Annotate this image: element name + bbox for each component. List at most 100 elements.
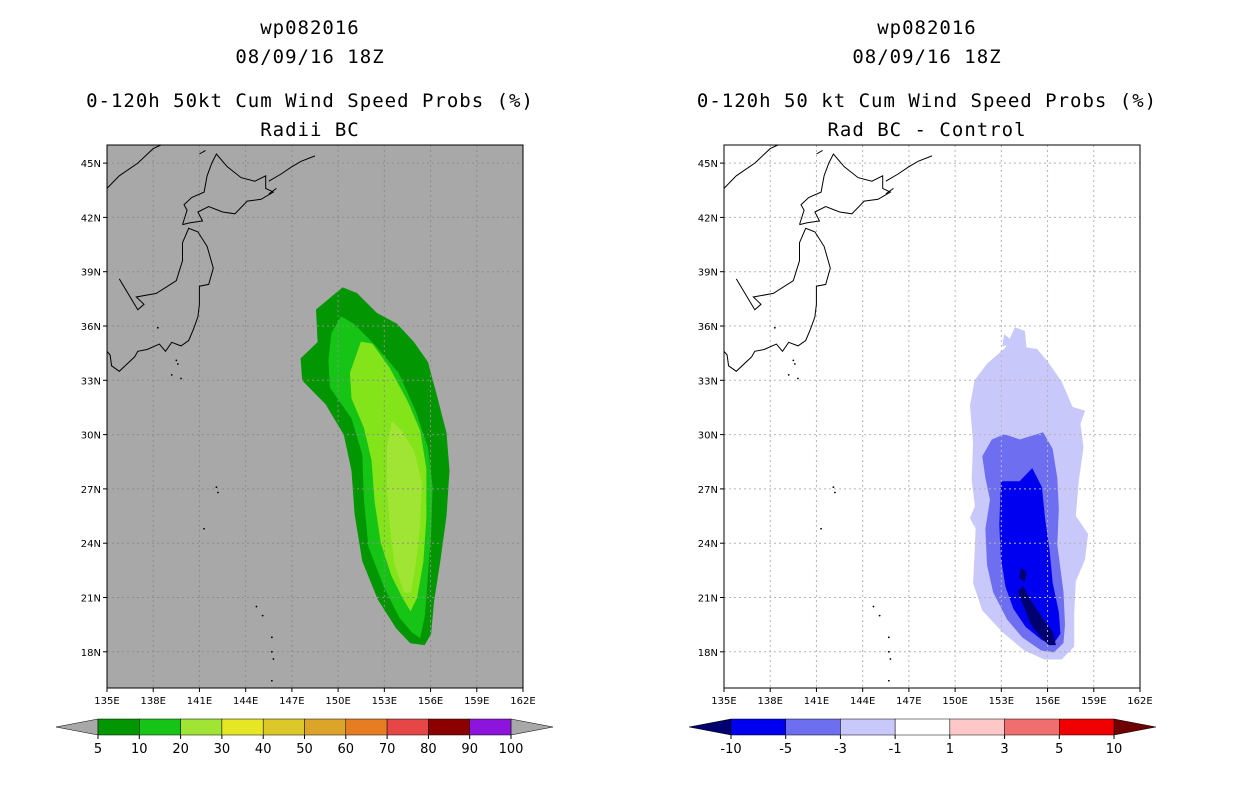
island-dot [887, 650, 890, 653]
lat-label: 33N [81, 376, 101, 387]
lat-label: 36N [698, 322, 718, 333]
colorbar-label: -5 [779, 742, 792, 757]
lon-label: 153E [372, 696, 397, 707]
colorbar-label: -10 [720, 742, 741, 757]
probability-contour [1019, 567, 1027, 583]
coastline [816, 149, 823, 155]
lon-label: 141E [804, 696, 829, 707]
lat-label: 27N [81, 485, 101, 496]
colorbar-swatch [469, 718, 512, 736]
coastline [106, 144, 162, 189]
island-dot [792, 359, 795, 362]
coastline [182, 153, 275, 226]
island-dot [793, 363, 796, 365]
island-dot [255, 605, 258, 608]
lon-label: 138E [141, 696, 166, 707]
lon-label: 144E [233, 696, 258, 707]
island-dot [270, 679, 273, 682]
island-dot [887, 679, 890, 682]
island-dot [887, 636, 890, 639]
colorbar-label: 90 [461, 742, 478, 757]
left-title-line4: Radii BC [260, 119, 360, 141]
lat-label: 42N [698, 213, 718, 224]
colorbar-swatch [428, 718, 470, 736]
island-dot [176, 363, 179, 365]
lon-label: 135E [94, 696, 119, 707]
coastline [723, 144, 779, 189]
lon-label: 159E [1081, 696, 1106, 707]
lat-label: 18N [81, 648, 101, 659]
lon-label: 141E [187, 696, 212, 707]
lat-label: 39N [81, 268, 101, 279]
lat-label: 27N [698, 485, 718, 496]
lon-label: 156E [1035, 696, 1060, 707]
lat-label: 18N [698, 648, 718, 659]
probability-contour [1017, 585, 1056, 646]
lat-label: 24N [81, 539, 101, 550]
probability-contour [969, 503, 978, 529]
map-frame [106, 144, 524, 689]
colorbar-swatch [304, 718, 347, 736]
island-dot [878, 614, 881, 617]
island-dot [203, 527, 205, 530]
colorbar-label: 30 [214, 742, 231, 757]
colorbar-label: 3 [1000, 742, 1008, 757]
colorbar-swatch [97, 718, 140, 736]
colorbar-swatch [1004, 718, 1060, 736]
lon-label: 150E [325, 696, 350, 707]
lat-label: 21N [81, 594, 101, 605]
lon-label: 138E [758, 696, 783, 707]
island-dot [270, 636, 273, 639]
colorbar-swatch [139, 718, 181, 736]
coastline [268, 187, 277, 195]
colorbar-label: 80 [420, 742, 437, 757]
colorbar-label: 5 [1055, 742, 1063, 757]
island-dot [261, 614, 264, 617]
left-title-line3: 0-120h 50kt Cum Wind Speed Probs (%) [86, 90, 534, 112]
island-dot [180, 377, 182, 380]
colorbar-label: 40 [255, 742, 272, 757]
colorbar-label: -3 [834, 742, 847, 757]
colorbar-swatch [180, 718, 223, 736]
right-title-line4: Rad BC - Control [827, 119, 1027, 141]
lat-label: 39N [698, 268, 718, 279]
colorbar-swatch [262, 718, 305, 736]
coastline [723, 227, 831, 372]
island-dot [889, 658, 892, 660]
colorbar-label: 20 [172, 742, 189, 757]
lon-label: 156E [418, 696, 443, 707]
coastline [199, 149, 206, 155]
colorbar-swatch [221, 718, 264, 736]
colorbar-swatch [840, 718, 896, 736]
colorbar-low-end [55, 718, 99, 736]
coastline [885, 187, 894, 195]
coastline [799, 153, 892, 226]
right-map-panel: 135E 138E 141E 144E 147E 150E 153E 156E 159E 162E… [698, 144, 1153, 707]
right-title-line3: 0-120h 50 kt Cum Wind Speed Probs (%) [696, 90, 1158, 112]
colorbar-high-end [1113, 718, 1157, 736]
colorbar-swatch [386, 718, 429, 736]
map-frame [723, 144, 1141, 689]
left-title-line2: 08/09/16 18Z [235, 46, 385, 68]
island-dot [773, 326, 776, 329]
colorbar-label: 10 [1106, 742, 1123, 757]
lat-label: 42N [81, 213, 101, 224]
lat-label: 24N [698, 539, 718, 550]
lon-label: 144E [850, 696, 875, 707]
colorbar-label: 10 [131, 742, 148, 757]
colorbar-high-end [510, 718, 554, 736]
lon-label: 159E [464, 696, 489, 707]
lon-label: 150E [942, 696, 967, 707]
island-dot [272, 658, 275, 660]
colorbar-label: 50 [296, 742, 313, 757]
lat-label: 45N [81, 159, 101, 170]
lon-label: 153E [989, 696, 1014, 707]
island-dot [215, 486, 218, 488]
map-background [107, 145, 523, 688]
island-dot [270, 650, 273, 653]
colorbar-label: 1 [946, 742, 954, 757]
probability-contour [1002, 334, 1015, 347]
right-colorbar: -10 -5 -3 -1 1 3 5 10 [688, 718, 1157, 757]
lon-label: 135E [711, 696, 736, 707]
right-title-line1: wp082016 [877, 17, 977, 39]
